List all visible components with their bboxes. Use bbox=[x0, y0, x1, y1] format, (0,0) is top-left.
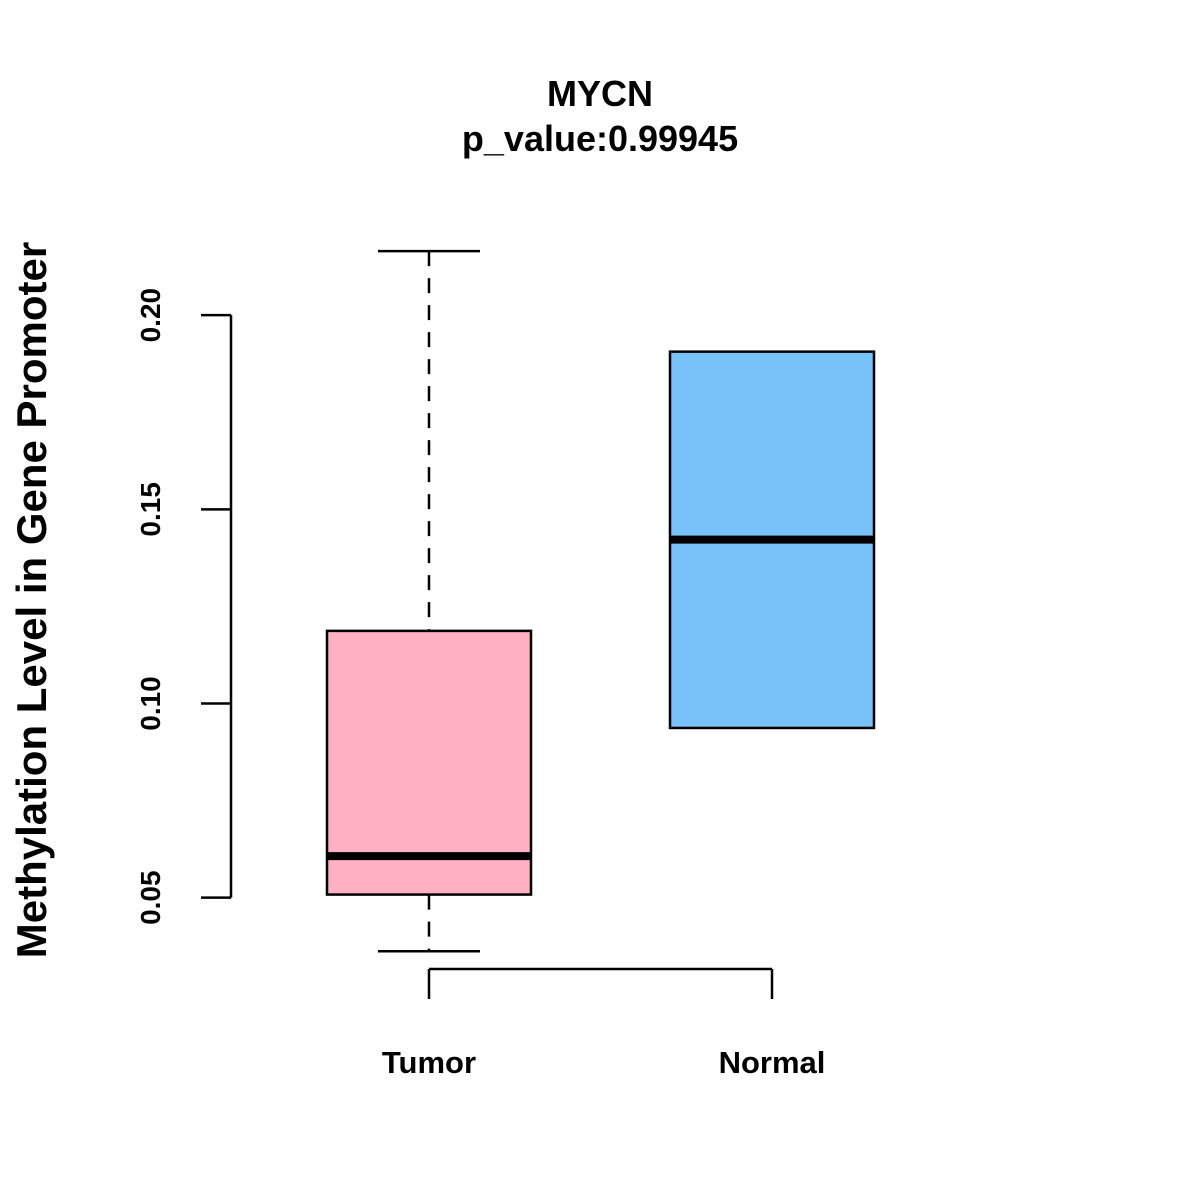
x-tick-label: Normal bbox=[719, 1045, 826, 1080]
y-axis-label: Methylation Level in Gene Promoter bbox=[8, 242, 55, 958]
box-iqr bbox=[325, 629, 533, 896]
x-axis: Tumor Normal bbox=[382, 967, 826, 1080]
chart-subtitle: p_value:0.99945 bbox=[462, 118, 738, 159]
x-tick-label: Tumor bbox=[382, 1045, 476, 1080]
y-tick-label: 0.15 bbox=[135, 482, 166, 537]
y-tick-label: 0.20 bbox=[135, 288, 166, 343]
y-axis: 0.05 0.10 0.15 0.20 bbox=[135, 288, 233, 925]
box-tumor bbox=[325, 249, 533, 953]
box-normal bbox=[668, 350, 876, 730]
chart-title: MYCN bbox=[547, 73, 653, 114]
y-tick-label: 0.10 bbox=[135, 676, 166, 731]
y-tick-label: 0.05 bbox=[135, 870, 166, 925]
boxes bbox=[325, 249, 876, 953]
